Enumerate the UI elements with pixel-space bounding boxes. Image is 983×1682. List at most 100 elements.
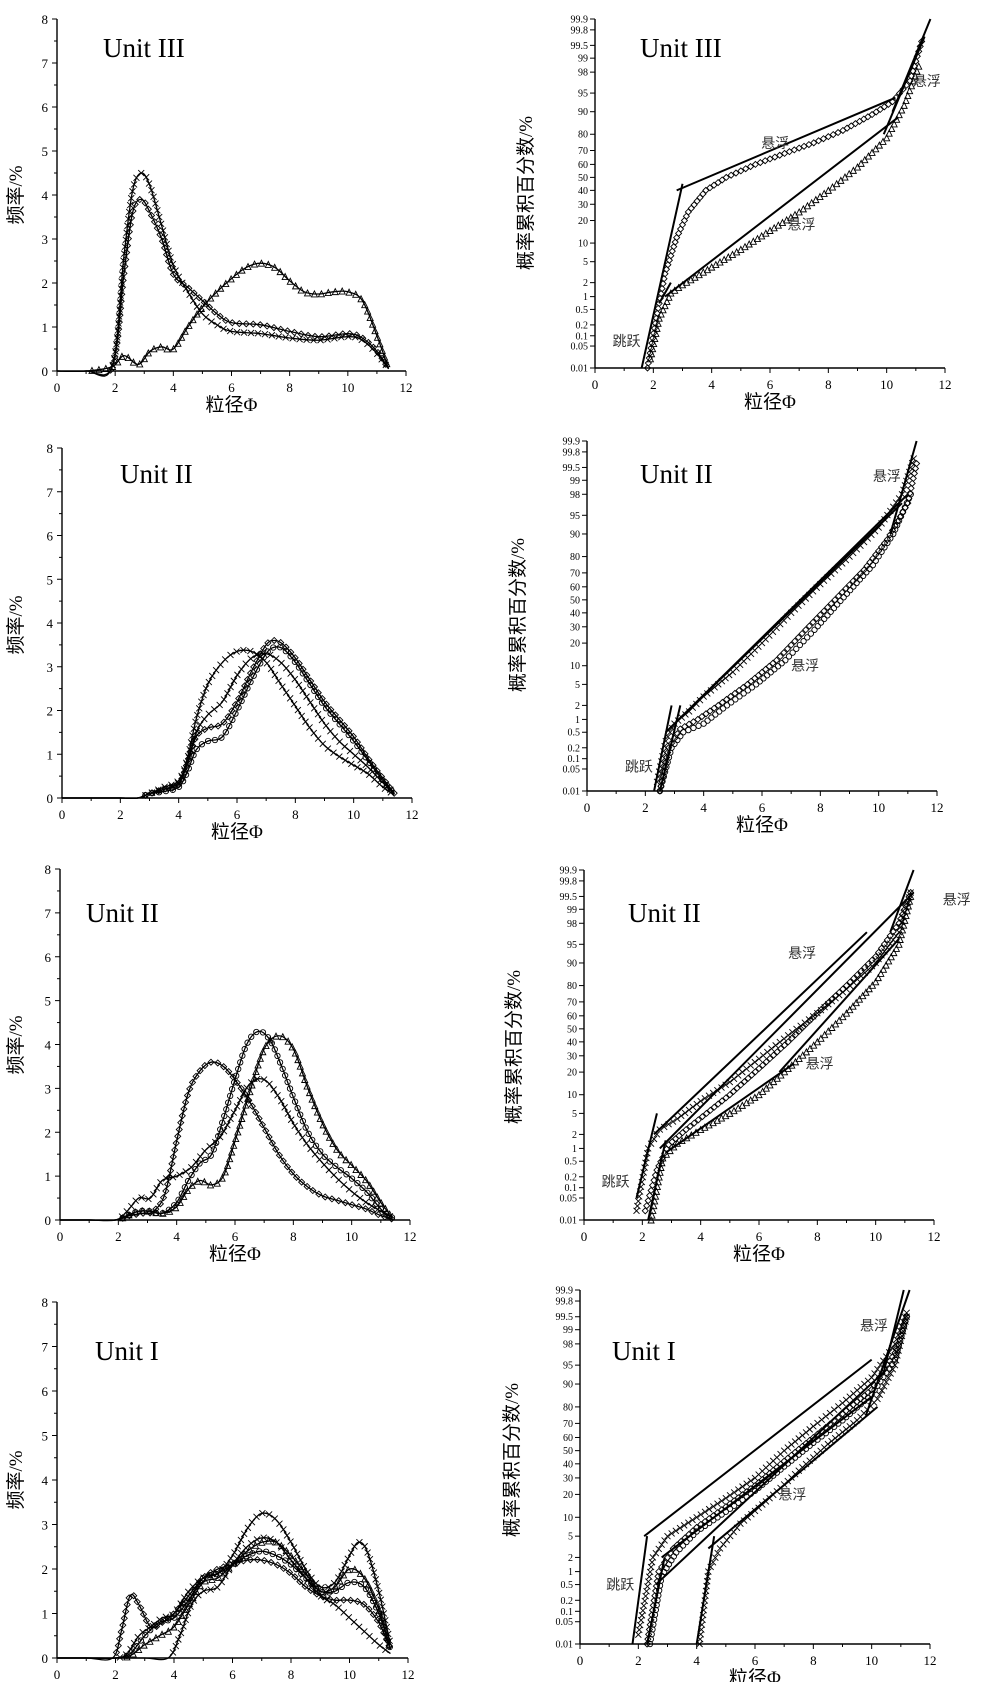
data-point: [213, 1179, 221, 1187]
y-tick-label: 0.5: [576, 305, 589, 316]
x-tick-label: 6: [234, 807, 241, 822]
y-tick-label: 20: [563, 1490, 573, 1501]
data-point: [174, 1605, 182, 1613]
data-point: [295, 1566, 303, 1573]
x-tick-label: 10: [869, 1229, 882, 1244]
y-axis-label: 频率/%: [5, 595, 27, 654]
data-point: [193, 310, 201, 318]
y-tick-label: 20: [578, 216, 588, 227]
y-tick-label: 0: [42, 364, 49, 379]
data-point: [839, 1428, 846, 1436]
data-point: [690, 201, 698, 209]
data-point: [734, 1494, 742, 1502]
x-tick-label: 8: [286, 380, 293, 395]
data-point: [655, 1173, 663, 1181]
data-point: [791, 1031, 800, 1039]
data-point: [156, 1200, 165, 1208]
data-point: [373, 333, 382, 341]
data-point: [183, 1091, 192, 1100]
data-point: [331, 287, 339, 296]
data-point: [123, 1208, 131, 1215]
x-tick-label: 4: [700, 800, 707, 815]
data-point: [819, 135, 828, 143]
data-point: [253, 1513, 260, 1521]
data-point: [279, 683, 286, 691]
data-point: [187, 747, 195, 755]
data-point: [668, 1530, 675, 1537]
data-point: [326, 1158, 334, 1165]
data-point: [169, 344, 178, 353]
data-point: [661, 1537, 668, 1544]
data-point: [299, 1571, 307, 1579]
data-point: [313, 1108, 322, 1116]
data-point: [850, 583, 857, 590]
data-point: [907, 484, 915, 492]
data-point: [111, 353, 119, 361]
x-tick-label: 2: [642, 800, 649, 815]
data-point: [234, 1542, 242, 1550]
data-point: [341, 756, 349, 764]
data-point: [884, 944, 891, 951]
data-point: [233, 328, 241, 336]
data-point: [220, 325, 227, 333]
data-point: [388, 787, 395, 794]
data-point: [190, 1597, 198, 1604]
data-point: [227, 274, 235, 283]
data-point: [129, 187, 136, 195]
data-point: [133, 1598, 141, 1606]
data-point: [354, 763, 361, 771]
y-tick-label: 80: [570, 552, 580, 563]
x-tick-label: 8: [290, 1229, 297, 1244]
data-point: [276, 644, 284, 651]
y-tick-label: 60: [563, 1433, 573, 1444]
data-point: [314, 693, 322, 700]
data-point: [152, 200, 159, 207]
data-point: [657, 1163, 665, 1171]
data-point: [850, 1420, 857, 1427]
data-point: [380, 353, 389, 361]
data-point: [237, 1059, 244, 1066]
data-point: [758, 668, 766, 676]
data-point: [354, 1179, 361, 1187]
data-point: [696, 193, 704, 202]
data-point: [733, 1524, 741, 1532]
data-point: [322, 722, 330, 730]
data-point: [767, 669, 774, 676]
annotation-label: 跳跃: [602, 1174, 630, 1190]
data-point: [853, 1404, 861, 1411]
data-point: [168, 783, 176, 791]
data-point: [710, 704, 718, 712]
data-point: [652, 1187, 661, 1195]
data-point: [657, 289, 665, 298]
data-point: [884, 956, 893, 965]
data-point: [897, 105, 906, 114]
y-tick-label: 0.1: [561, 1607, 574, 1618]
data-point: [892, 499, 900, 506]
data-point: [302, 718, 309, 726]
data-point: [183, 1186, 192, 1194]
data-point: [244, 262, 252, 271]
data-point: [699, 190, 707, 198]
data-point: [879, 137, 887, 145]
y-tick-label: 99.9: [571, 15, 589, 26]
data-point: [837, 597, 844, 605]
data-point: [893, 517, 902, 525]
data-point: [831, 1019, 840, 1028]
data-point: [282, 647, 290, 655]
data-point: [167, 264, 175, 272]
fit-segment: [882, 1289, 905, 1375]
data-point: [870, 1381, 878, 1390]
data-point: [289, 335, 296, 342]
data-point: [283, 1532, 291, 1539]
data-point: [192, 1072, 200, 1080]
data-point: [647, 349, 656, 358]
data-point: [278, 1544, 285, 1551]
data-point: [259, 1509, 266, 1517]
data-point: [196, 721, 204, 729]
series-1: [643, 1313, 911, 1648]
data-point: [855, 117, 864, 125]
data-point: [223, 1106, 230, 1113]
data-point: [152, 1208, 160, 1217]
data-point: [791, 637, 799, 645]
